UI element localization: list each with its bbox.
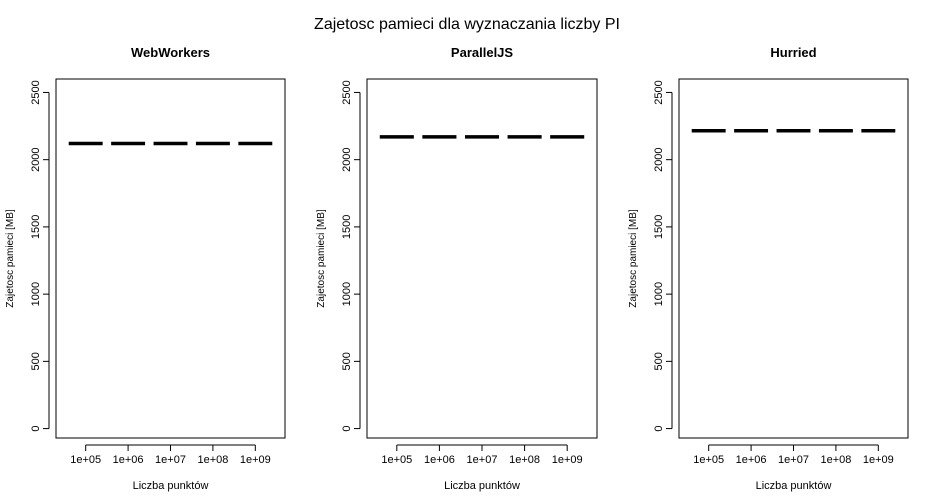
x-tick-label: 1e+05 [381, 454, 412, 466]
x-tick-label: 1e+05 [70, 454, 101, 466]
x-tick-label: 1e+07 [778, 454, 809, 466]
x-tick-label: 1e+08 [820, 454, 851, 466]
y-tick-label: 1500 [341, 215, 353, 239]
y-tick-label: 500 [30, 352, 42, 370]
x-axis-label: Liczba punktów [133, 480, 209, 492]
plot-frame [55, 78, 286, 439]
x-tick-label: 1e+08 [509, 454, 540, 466]
y-tick-label: 1000 [653, 282, 665, 306]
y-axis-label: Zajetosc pamieci [MB] [628, 209, 639, 308]
y-tick-label: 1000 [30, 282, 42, 306]
x-tick-label: 1e+06 [736, 454, 767, 466]
x-axis-label: Liczba punktów [756, 480, 832, 492]
y-tick-label: 2500 [341, 80, 353, 104]
x-tick-label: 1e+05 [693, 454, 724, 466]
panel-2: ParallelJS 0 500 1000 1500 2000 2500 Zajetosc p… [316, 45, 598, 492]
x-tick-label: 1e+09 [863, 454, 894, 466]
x-tick-label: 1e+06 [113, 454, 144, 466]
y-axis-label: Zajetosc pamieci [MB] [316, 209, 327, 308]
plot-frame [366, 78, 598, 439]
x-tick-label: 1e+09 [240, 454, 271, 466]
y-tick-label: 0 [653, 426, 665, 432]
figure-title: Zajetosc pamieci dla wyznaczania liczby … [314, 16, 620, 33]
x-tick-label: 1e+08 [197, 454, 228, 466]
x-tick-label: 1e+07 [155, 454, 186, 466]
panel-title: Hurried [770, 45, 816, 60]
y-tick-label: 2000 [341, 147, 353, 171]
plot-frame [678, 78, 909, 439]
y-tick-label: 1500 [653, 215, 665, 239]
panel-1: WebWorkers 0 500 1000 1500 2000 2500 Zajetosc p… [5, 45, 286, 492]
panel-title: ParallelJS [451, 45, 513, 60]
y-tick-label: 1000 [341, 282, 353, 306]
y-tick-label: 2000 [30, 147, 42, 171]
x-tick-label: 1e+07 [467, 454, 498, 466]
y-tick-label: 2500 [30, 80, 42, 104]
panel-3: Hurried 0 500 1000 1500 2000 2500 Zajetosc pami… [628, 45, 909, 492]
y-axis-label: Zajetosc pamieci [MB] [5, 209, 16, 308]
panel-title: WebWorkers [131, 45, 210, 60]
y-tick-label: 500 [341, 352, 353, 370]
y-tick-label: 2500 [653, 80, 665, 104]
y-tick-label: 0 [341, 426, 353, 432]
y-tick-label: 500 [653, 352, 665, 370]
y-tick-label: 0 [30, 426, 42, 432]
x-tick-label: 1e+09 [552, 454, 583, 466]
y-tick-label: 1500 [30, 215, 42, 239]
x-tick-label: 1e+06 [424, 454, 455, 466]
x-axis-label: Liczba punktów [444, 480, 520, 492]
y-tick-label: 2000 [653, 147, 665, 171]
